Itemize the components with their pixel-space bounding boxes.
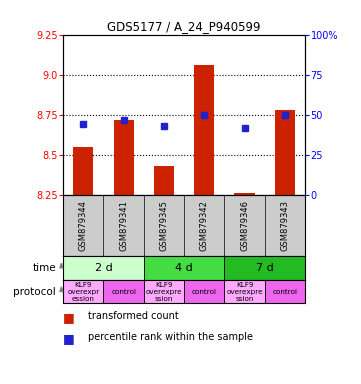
Text: protocol: protocol: [13, 286, 56, 296]
Bar: [144, 280, 184, 303]
Bar: [63, 280, 104, 303]
Text: KLF9
overexpre
ssion: KLF9 overexpre ssion: [145, 281, 182, 301]
Text: KLF9
overexpre
ssion: KLF9 overexpre ssion: [226, 281, 263, 301]
Text: GSM879346: GSM879346: [240, 200, 249, 251]
Bar: [265, 280, 305, 303]
Bar: [235, 193, 255, 195]
Text: control: control: [273, 288, 297, 295]
Bar: [144, 256, 225, 280]
Text: 7 d: 7 d: [256, 263, 274, 273]
Text: 4 d: 4 d: [175, 263, 193, 273]
Text: ■: ■: [63, 332, 75, 345]
Bar: [63, 256, 144, 280]
Text: control: control: [111, 288, 136, 295]
Bar: [114, 119, 134, 195]
Bar: [154, 166, 174, 195]
Text: time: time: [32, 263, 56, 273]
Bar: [104, 280, 144, 303]
Text: KLF9
overexpr
ession: KLF9 overexpr ession: [67, 281, 100, 301]
Text: ■: ■: [63, 311, 75, 324]
Text: GSM879344: GSM879344: [79, 200, 88, 251]
Text: GSM879345: GSM879345: [160, 200, 169, 251]
Text: percentile rank within the sample: percentile rank within the sample: [88, 332, 253, 342]
Text: GSM879343: GSM879343: [280, 200, 290, 251]
Bar: [194, 65, 214, 195]
Bar: [184, 280, 225, 303]
Bar: [275, 110, 295, 195]
Text: GSM879342: GSM879342: [200, 200, 209, 251]
Text: transformed count: transformed count: [88, 311, 179, 321]
Bar: [73, 147, 93, 195]
Text: 2 d: 2 d: [95, 263, 112, 273]
Text: control: control: [192, 288, 217, 295]
Bar: [225, 280, 265, 303]
Bar: [225, 256, 305, 280]
Title: GDS5177 / A_24_P940599: GDS5177 / A_24_P940599: [107, 20, 261, 33]
Text: GSM879341: GSM879341: [119, 200, 128, 251]
